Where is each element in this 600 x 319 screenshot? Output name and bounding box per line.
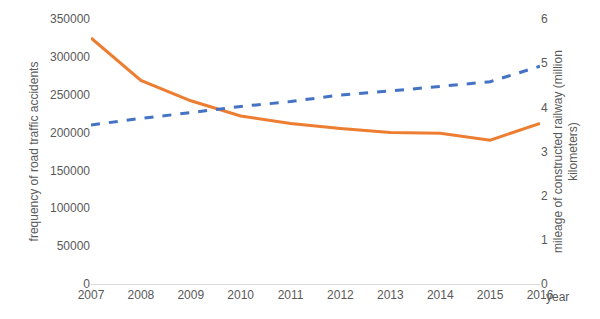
svg-text:2013: 2013: [377, 288, 404, 302]
svg-text:0: 0: [541, 277, 548, 291]
svg-text:50000: 50000: [57, 239, 91, 253]
svg-text:2007: 2007: [78, 288, 105, 302]
svg-text:150000: 150000: [50, 164, 90, 178]
svg-text:6: 6: [541, 12, 548, 26]
svg-text:3: 3: [541, 145, 548, 159]
svg-text:2014: 2014: [427, 288, 454, 302]
svg-text:2010: 2010: [227, 288, 254, 302]
svg-text:5: 5: [541, 56, 548, 70]
svg-text:350000: 350000: [50, 12, 90, 26]
svg-text:300000: 300000: [50, 50, 90, 64]
svg-text:200000: 200000: [50, 126, 90, 140]
svg-text:250000: 250000: [50, 88, 90, 102]
svg-text:year: year: [546, 290, 569, 304]
svg-text:frequency of road traffic acci: frequency of road traffic accidents: [27, 62, 41, 242]
svg-text:4: 4: [541, 101, 548, 115]
svg-text:2011: 2011: [278, 288, 304, 302]
svg-text:2016: 2016: [527, 288, 554, 302]
svg-text:2: 2: [541, 189, 548, 203]
svg-text:1: 1: [541, 233, 548, 247]
svg-text:100000: 100000: [50, 201, 90, 215]
svg-text:2008: 2008: [128, 288, 155, 302]
svg-text:2012: 2012: [327, 288, 354, 302]
svg-text:mileage of constructed railway: mileage of constructed railway (millionk…: [551, 50, 581, 253]
svg-text:2015: 2015: [477, 288, 504, 302]
svg-text:2009: 2009: [177, 288, 204, 302]
svg-text:0: 0: [83, 277, 90, 291]
